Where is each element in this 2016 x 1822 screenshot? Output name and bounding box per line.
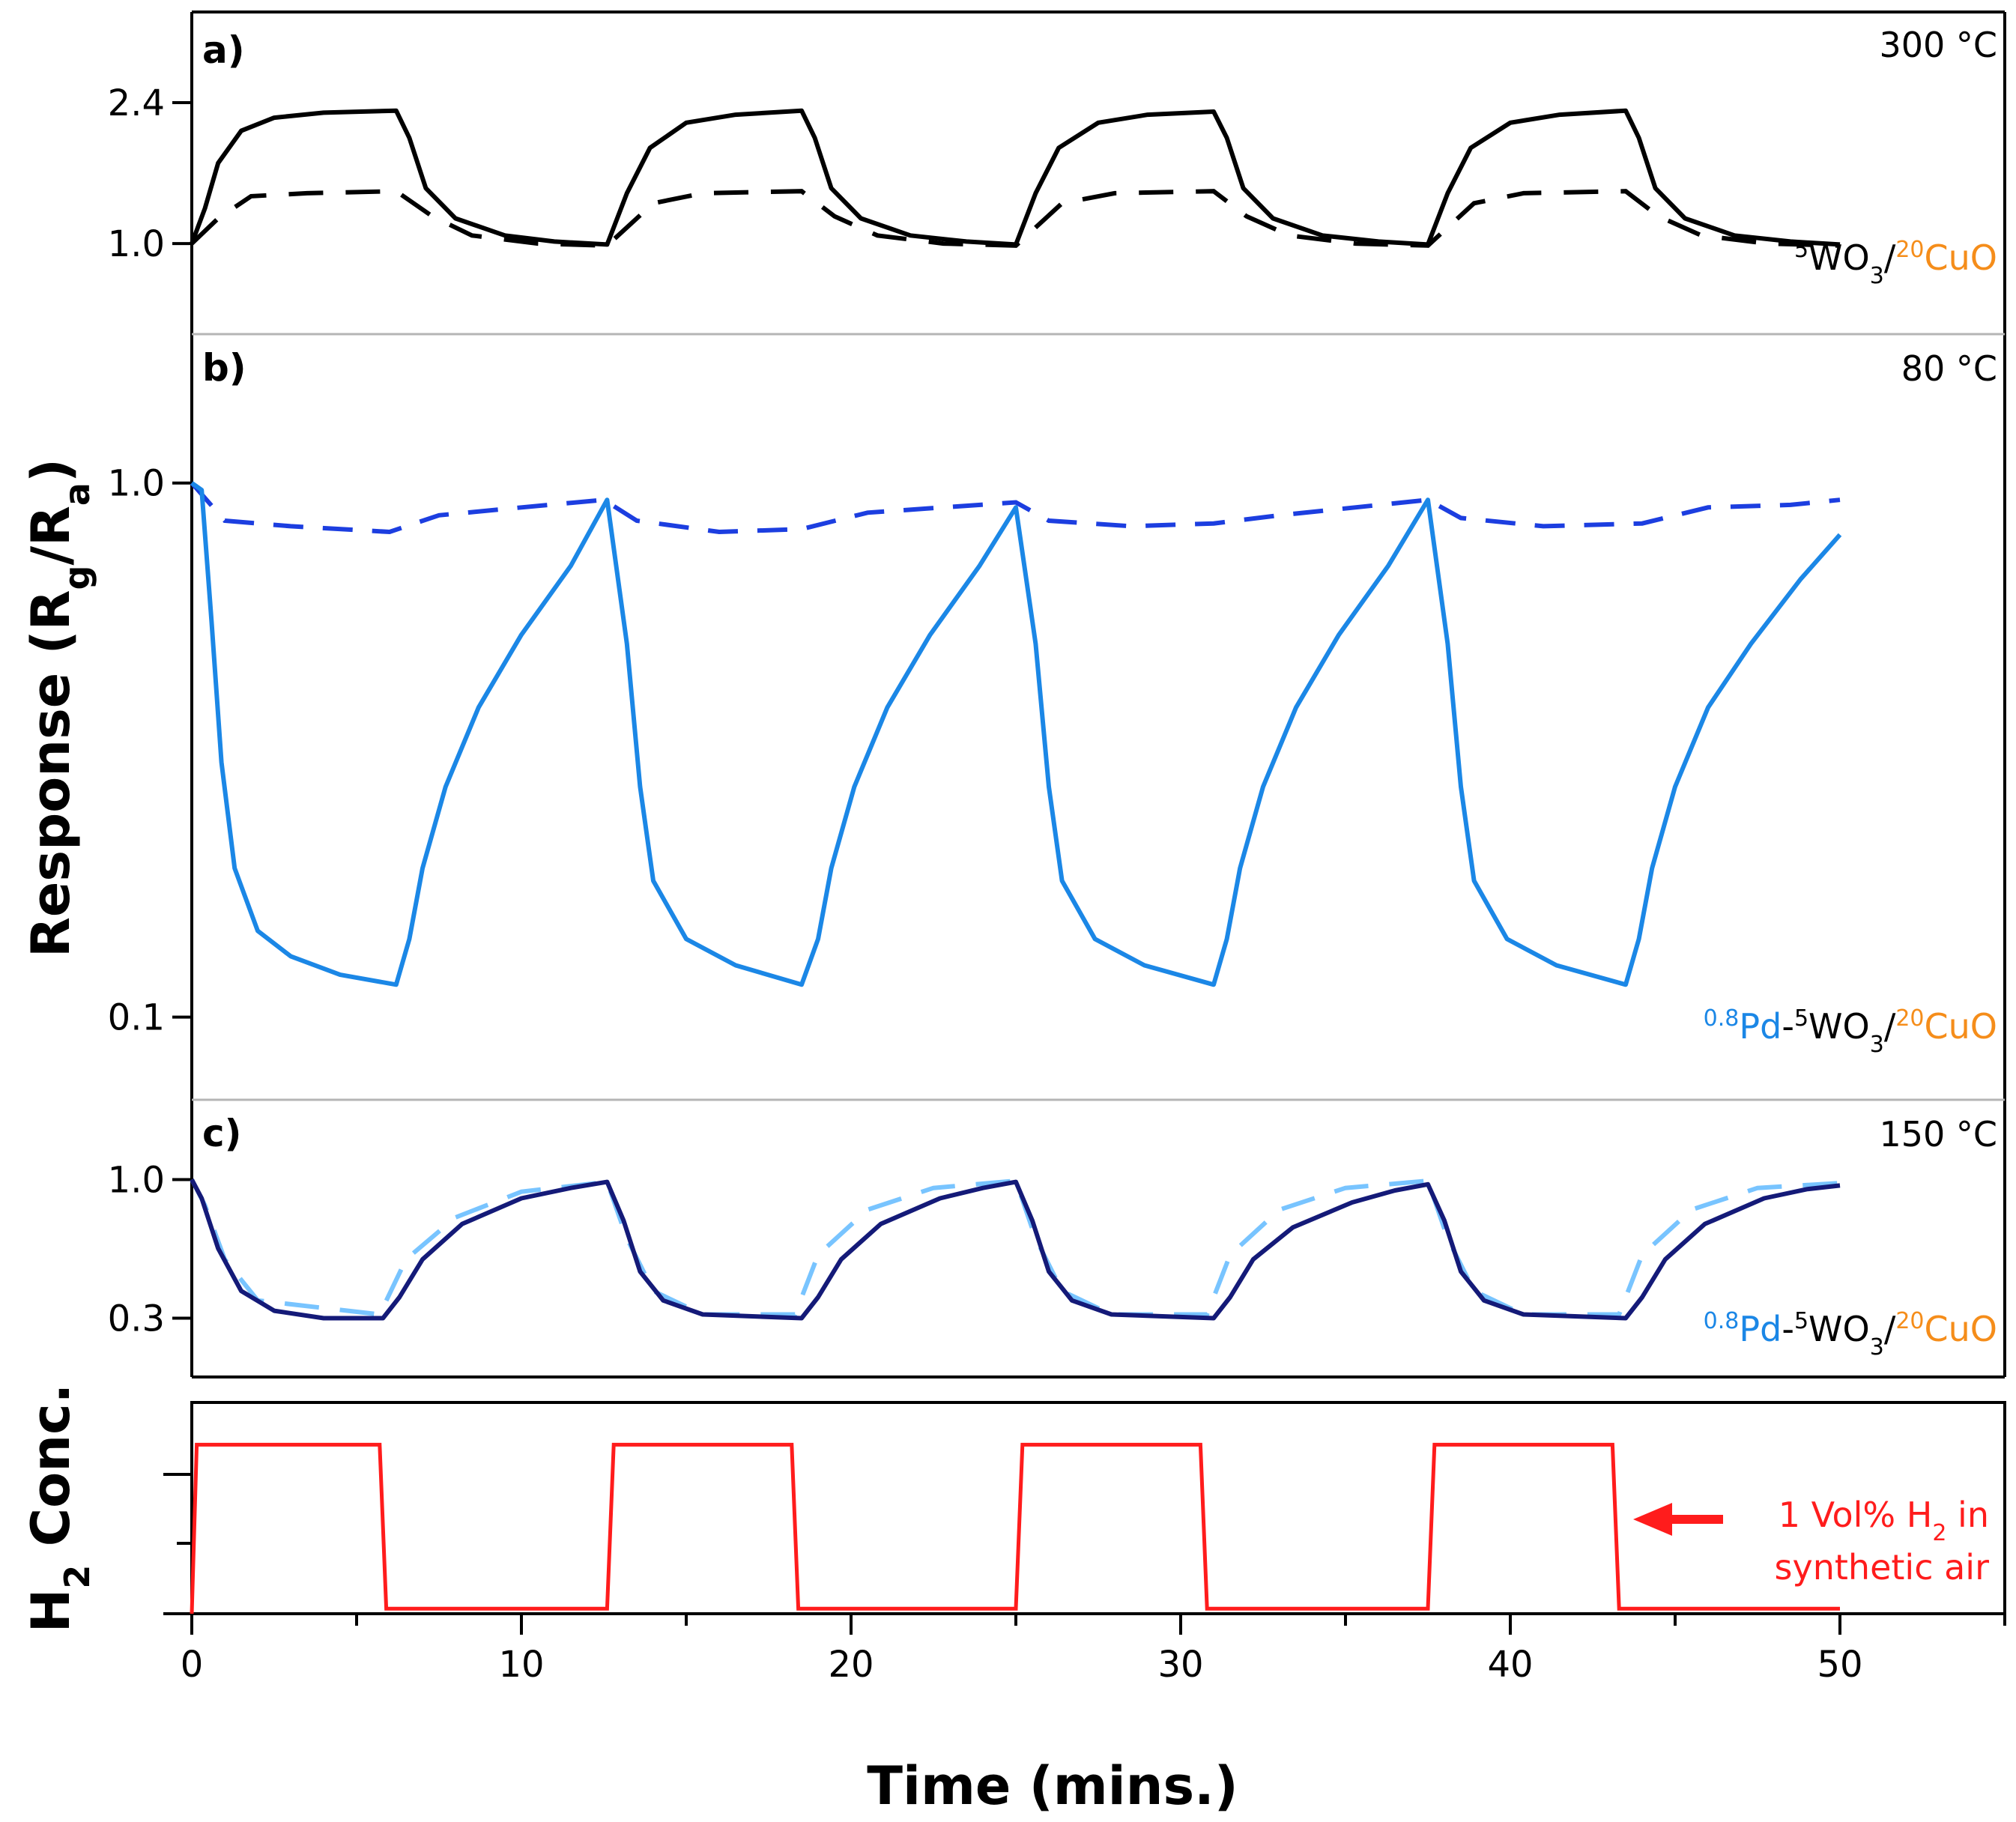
panel-a-dashed-line	[190, 189, 1841, 248]
panel-a-solid-line	[190, 108, 1841, 247]
h2-annotation-line2: synthetic air	[1775, 1547, 1990, 1588]
x-tick-label: 30	[1157, 1644, 1203, 1686]
x-axis: 0 10 20 30 40 50	[181, 1614, 2006, 1686]
panel-b-dashed-line	[190, 481, 1841, 535]
x-tick-label: 0	[181, 1644, 204, 1686]
x-tick-label: 20	[828, 1644, 874, 1686]
panel-c-ytick-label: 0.3	[108, 1298, 165, 1340]
h2-concentration-line	[190, 1442, 1840, 1614]
panel-a-legend: 5WO3/20CuO	[1794, 237, 1997, 289]
h2-annotation: 1 Vol% H2 in synthetic air	[1633, 1495, 1989, 1588]
panel-c-y-ticks: 0.3 1.0	[108, 1160, 192, 1340]
panel-frames	[190, 10, 2006, 1615]
frame-h2-panel	[190, 1401, 2006, 1615]
x-axis-title: Time (mins.)	[867, 1755, 1238, 1817]
panel-b-label: b)	[202, 346, 246, 390]
panel-b-solid-line	[190, 481, 1842, 987]
panel-a-ytick-label: 2.4	[108, 82, 165, 124]
x-tick-label: 40	[1487, 1644, 1533, 1686]
panel-b-ytick-label: 0.1	[108, 997, 165, 1039]
panel-b-temperature: 80 °C	[1901, 348, 1997, 389]
panel-c-solid-line	[190, 1178, 1841, 1321]
panel-c-temperature: 150 °C	[1879, 1114, 1997, 1154]
panel-b-legend: 0.8Pd-5WO3/20CuO	[1704, 1005, 1997, 1058]
panel-b-y-ticks: 0.1 1.0	[108, 463, 192, 1039]
left-arrow-icon	[1633, 1503, 1672, 1536]
panel-a-ytick-label: 1.0	[108, 223, 165, 265]
h2-annotation-line1: 1 Vol% H2 in	[1779, 1495, 1989, 1546]
x-tick-label: 50	[1817, 1644, 1862, 1686]
panel-a-label: a)	[202, 28, 245, 72]
h2-axis-title: H2 Conc.	[20, 1384, 97, 1632]
panel-c-legend: 0.8Pd-5WO3/20CuO	[1704, 1308, 1997, 1361]
panel-a-y-ticks: 1.0 2.4	[108, 82, 192, 265]
panel-a-temperature: 300 °C	[1879, 25, 1997, 65]
panel-b-ytick-label: 1.0	[108, 463, 165, 505]
series-layer	[190, 108, 1842, 1614]
panel-c-label: c)	[202, 1112, 242, 1155]
panel-c-ytick-label: 1.0	[108, 1160, 165, 1202]
y-axis-title: Response (Rg/Ra)	[20, 458, 97, 957]
x-tick-label: 10	[498, 1644, 544, 1686]
h2-y-ticks	[163, 1473, 192, 1615]
